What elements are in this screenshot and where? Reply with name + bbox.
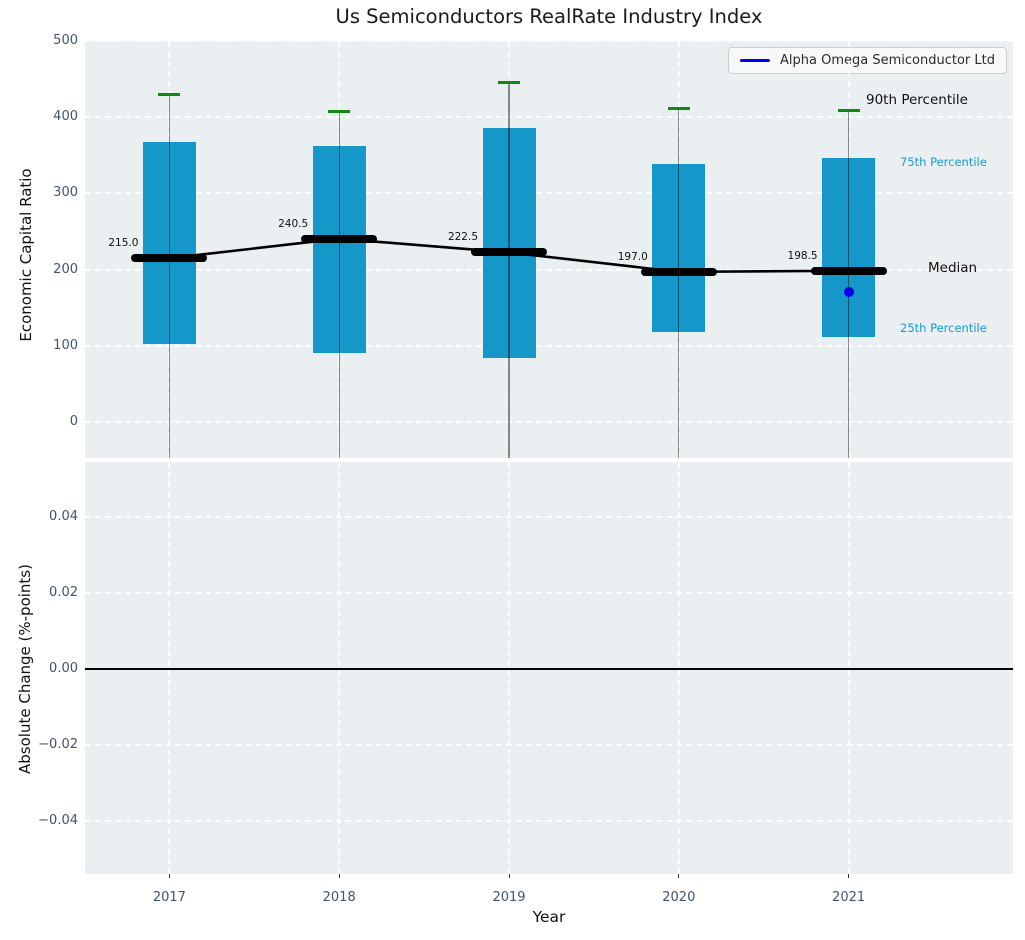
gridline-vertical bbox=[338, 462, 341, 874]
p90-cap bbox=[837, 108, 860, 112]
chart-title: Us Semiconductors RealRate Industry Inde… bbox=[335, 5, 763, 28]
gridline-horizontal bbox=[85, 192, 1013, 195]
gridline-vertical bbox=[168, 462, 171, 874]
iqr-box bbox=[142, 142, 196, 344]
x-tick-mark bbox=[168, 874, 170, 878]
gridline-horizontal bbox=[85, 744, 1013, 746]
whisker-line bbox=[678, 108, 680, 458]
iqr-box bbox=[822, 157, 876, 337]
gridline-horizontal bbox=[85, 592, 1013, 594]
p90-cap bbox=[498, 80, 520, 84]
whisker-line bbox=[168, 94, 171, 458]
gridline-horizontal bbox=[85, 268, 1013, 271]
median-value-label: 197.0 bbox=[617, 250, 648, 263]
top-y-tick-label: 500 bbox=[53, 33, 78, 48]
zero-line bbox=[85, 668, 1013, 670]
legend-label: Alpha Omega Semiconductor Ltd bbox=[780, 53, 995, 68]
top-panel: Alpha Omega Semiconductor Ltd 215.0 240.5… bbox=[85, 41, 1013, 458]
p90-cap bbox=[158, 92, 181, 96]
top-y-tick-label: 0 bbox=[69, 414, 78, 429]
p90-cap bbox=[667, 107, 690, 111]
median-bar bbox=[301, 234, 378, 243]
gridline-vertical bbox=[847, 462, 850, 874]
median-bar bbox=[810, 266, 887, 275]
p75-annotation: 75th Percentile bbox=[900, 154, 987, 169]
median-value-label: 222.5 bbox=[447, 231, 478, 244]
company-dot bbox=[843, 287, 854, 298]
gridline-vertical bbox=[508, 462, 510, 874]
bottom-y-tick-label: −0.04 bbox=[38, 813, 78, 828]
x-tick-mark bbox=[508, 874, 510, 878]
median-value-label: 215.0 bbox=[108, 237, 139, 250]
median-value-label: 198.5 bbox=[787, 249, 818, 262]
legend: Alpha Omega Semiconductor Ltd bbox=[728, 47, 1007, 74]
whisker-line bbox=[847, 110, 850, 458]
bottom-y-tick-label: 0.04 bbox=[49, 509, 78, 524]
x-tick-mark bbox=[848, 874, 850, 878]
bottom-panel bbox=[85, 462, 1013, 874]
top-y-axis-label: Economic Capital Ratio bbox=[17, 168, 35, 342]
top-y-tick-label: 200 bbox=[53, 261, 78, 277]
top-y-tick-label: 300 bbox=[53, 185, 78, 201]
gridline-horizontal bbox=[85, 344, 1013, 347]
median-bar bbox=[640, 267, 717, 276]
iqr-box bbox=[312, 146, 366, 353]
p90-annotation: 90th Percentile bbox=[866, 92, 968, 109]
iqr-box bbox=[652, 163, 706, 333]
gridline-vertical bbox=[677, 462, 680, 874]
whisker-line bbox=[338, 111, 340, 458]
x-tick-mark bbox=[338, 874, 340, 878]
median-value-label: 240.5 bbox=[278, 217, 309, 230]
top-y-tick-label: 400 bbox=[53, 109, 78, 125]
median-bar bbox=[131, 254, 208, 263]
bottom-y-tick-label: 0.00 bbox=[49, 661, 78, 676]
gridline-horizontal bbox=[85, 516, 1013, 518]
x-tick-label: 2018 bbox=[322, 890, 356, 905]
p90-cap bbox=[328, 110, 351, 114]
p25-annotation: 25th Percentile bbox=[900, 320, 987, 335]
legend-line-icon bbox=[740, 59, 771, 62]
bottom-y-tick-label: 0.02 bbox=[49, 585, 78, 600]
whisker-line bbox=[508, 82, 510, 458]
x-tick-label: 2021 bbox=[832, 890, 866, 905]
x-tick-label: 2017 bbox=[152, 890, 186, 905]
x-axis-label: Year bbox=[532, 908, 566, 926]
gridline-horizontal bbox=[85, 421, 1013, 423]
x-tick-mark bbox=[678, 874, 680, 878]
x-tick-label: 2019 bbox=[492, 890, 526, 905]
top-y-tick-label: 100 bbox=[53, 337, 78, 353]
bottom-y-tick-label: −0.02 bbox=[38, 737, 78, 752]
median-annotation: Median bbox=[928, 259, 978, 276]
iqr-box bbox=[482, 127, 536, 358]
x-tick-label: 2020 bbox=[662, 890, 696, 905]
median-bar bbox=[471, 248, 547, 257]
gridline-horizontal bbox=[85, 820, 1013, 822]
gridline-horizontal bbox=[85, 41, 1013, 42]
gridline-horizontal bbox=[85, 116, 1013, 119]
